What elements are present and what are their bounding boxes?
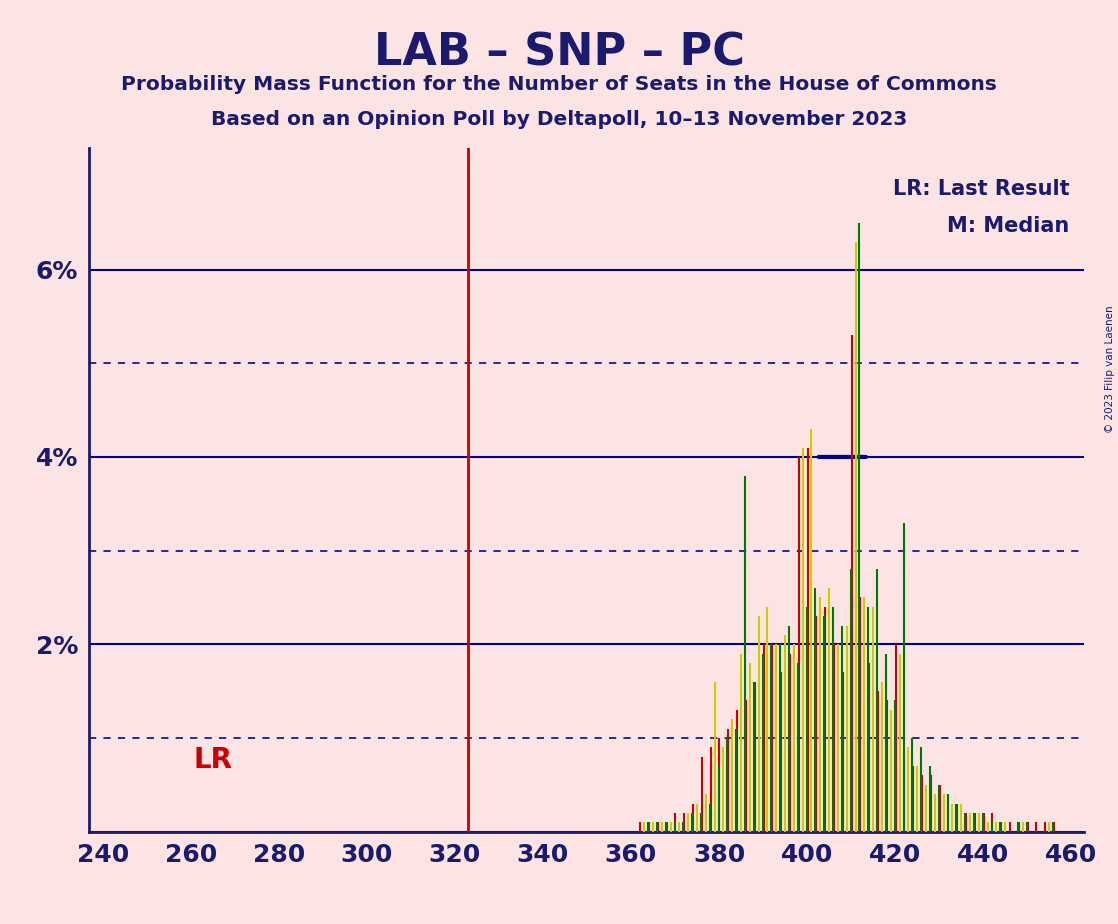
Text: © 2023 Filip van Laenen: © 2023 Filip van Laenen: [1106, 306, 1115, 433]
Text: Probability Mass Function for the Number of Seats in the House of Commons: Probability Mass Function for the Number…: [121, 75, 997, 94]
Text: LAB – SNP – PC: LAB – SNP – PC: [373, 31, 745, 75]
Text: M: Median: M: Median: [947, 216, 1070, 237]
Text: LR: Last Result: LR: Last Result: [893, 178, 1070, 199]
Text: Based on an Opinion Poll by Deltapoll, 10–13 November 2023: Based on an Opinion Poll by Deltapoll, 1…: [211, 110, 907, 129]
Text: LR: LR: [193, 746, 233, 773]
